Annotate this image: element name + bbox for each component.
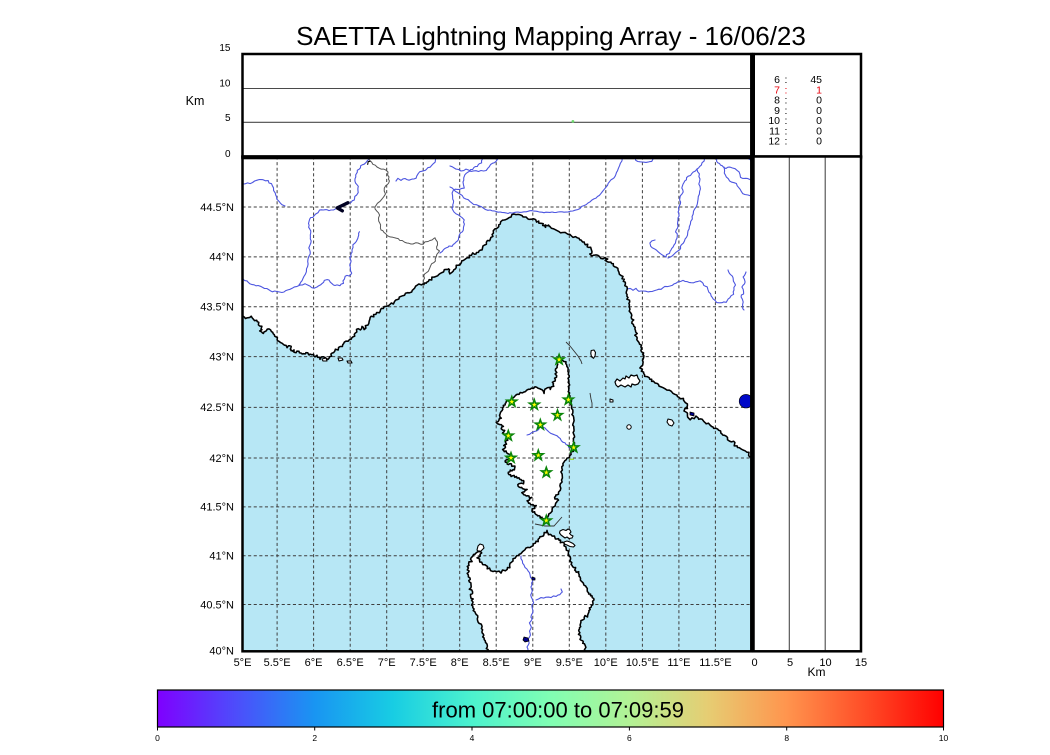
svg-text:10°E: 10°E xyxy=(594,657,618,669)
svg-text::: : xyxy=(785,136,788,148)
svg-text:9.5°E: 9.5°E xyxy=(556,657,583,669)
svg-text:7: 7 xyxy=(774,84,780,96)
svg-text:from 07:00:00 to 07:09:59: from 07:00:00 to 07:09:59 xyxy=(432,698,684,723)
svg-text:5°E: 5°E xyxy=(234,657,252,669)
svg-text:15: 15 xyxy=(219,43,231,54)
svg-text:5.5°E: 5.5°E xyxy=(264,657,291,669)
svg-text::: : xyxy=(785,125,788,137)
svg-text:0: 0 xyxy=(816,95,822,107)
svg-text:41°N: 41°N xyxy=(209,551,234,563)
svg-text:6: 6 xyxy=(774,74,780,86)
svg-text:43°N: 43°N xyxy=(209,351,234,363)
svg-text:0: 0 xyxy=(816,125,822,137)
svg-text:8.5°E: 8.5°E xyxy=(483,657,510,669)
svg-text:Km: Km xyxy=(808,665,826,679)
svg-text:11°E: 11°E xyxy=(667,657,690,669)
svg-text:7°E: 7°E xyxy=(378,657,396,669)
svg-text:5: 5 xyxy=(787,657,793,669)
svg-text:10: 10 xyxy=(939,733,949,743)
svg-text:7.5°E: 7.5°E xyxy=(410,657,437,669)
svg-text:8: 8 xyxy=(784,733,789,743)
svg-text::: : xyxy=(785,105,788,117)
svg-text:6: 6 xyxy=(627,733,632,743)
svg-text:9: 9 xyxy=(774,105,780,117)
svg-text::: : xyxy=(785,115,788,127)
svg-text:10: 10 xyxy=(768,115,780,127)
svg-text:2: 2 xyxy=(312,733,317,743)
svg-text::: : xyxy=(785,84,788,96)
svg-text:41.5°N: 41.5°N xyxy=(200,502,234,514)
svg-text:0: 0 xyxy=(225,149,231,160)
svg-text:8°E: 8°E xyxy=(451,657,469,669)
svg-text:12: 12 xyxy=(768,136,780,148)
svg-text::: : xyxy=(785,95,788,107)
svg-text:SAETTA Lightning Mapping Array: SAETTA Lightning Mapping Array - 16/06/2… xyxy=(296,21,806,51)
svg-text:42.5°N: 42.5°N xyxy=(200,402,234,414)
svg-text:6°E: 6°E xyxy=(305,657,323,669)
svg-text:40°N: 40°N xyxy=(209,645,234,657)
svg-text:40.5°N: 40.5°N xyxy=(200,599,234,611)
svg-text:42°N: 42°N xyxy=(209,453,234,465)
svg-text:0: 0 xyxy=(816,105,822,117)
svg-text:4: 4 xyxy=(470,733,475,743)
svg-text:11: 11 xyxy=(769,125,780,137)
svg-text:0: 0 xyxy=(816,136,822,148)
svg-text:8: 8 xyxy=(774,95,780,107)
svg-text:45: 45 xyxy=(810,74,822,86)
svg-text:6.5°E: 6.5°E xyxy=(337,657,364,669)
svg-text::: : xyxy=(785,74,788,86)
svg-text:15: 15 xyxy=(855,657,867,669)
svg-text:9°E: 9°E xyxy=(524,657,542,669)
svg-text:10.5°E: 10.5°E xyxy=(626,657,659,669)
svg-text:44.5°N: 44.5°N xyxy=(200,202,234,214)
svg-text:11.5°E: 11.5°E xyxy=(699,657,731,669)
svg-text:0: 0 xyxy=(751,657,757,669)
svg-text:0: 0 xyxy=(155,733,160,743)
svg-text:5: 5 xyxy=(225,113,231,124)
svg-text:Km: Km xyxy=(186,94,205,108)
svg-text:44°N: 44°N xyxy=(209,252,234,264)
svg-text:10: 10 xyxy=(819,657,831,669)
svg-text:43.5°N: 43.5°N xyxy=(200,302,234,314)
svg-text:0: 0 xyxy=(816,115,822,127)
svg-text:10: 10 xyxy=(219,79,231,90)
svg-text:1: 1 xyxy=(816,84,822,96)
